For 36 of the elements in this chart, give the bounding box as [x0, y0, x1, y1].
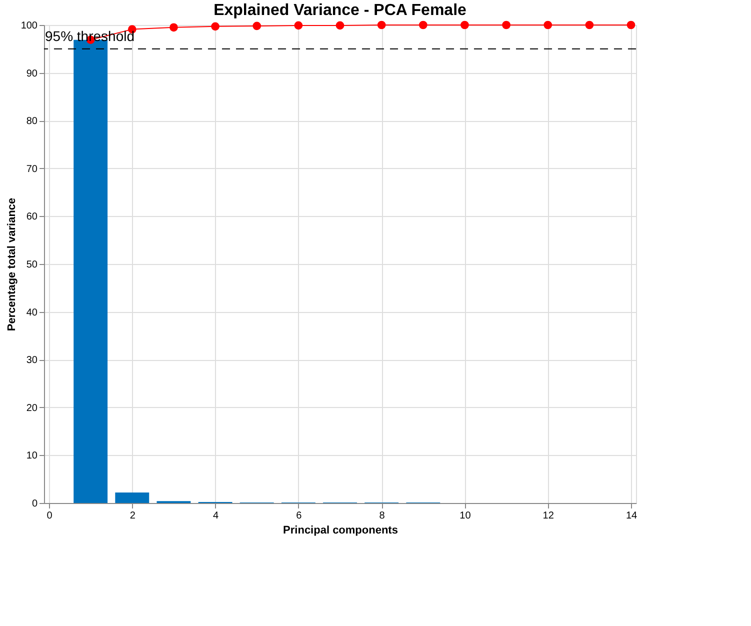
y-tick-label: 0 [32, 498, 38, 510]
bar [115, 492, 150, 503]
y-tick-label: 100 [20, 20, 38, 32]
x-tick-label: 14 [626, 510, 638, 522]
x-axis-title: Principal components [283, 524, 398, 536]
x-tick-label: 0 [46, 510, 53, 522]
point [460, 20, 469, 30]
bar [74, 40, 108, 503]
y-tick-label: 20 [26, 402, 38, 414]
y-tick-label: 50 [26, 260, 38, 270]
point [502, 20, 510, 30]
point [170, 23, 178, 32]
y-tick-label: 10 [26, 450, 38, 462]
point [377, 20, 386, 30]
y-tick-label: 80 [26, 116, 38, 128]
point [626, 20, 636, 30]
point [418, 20, 428, 30]
y-tick-label: 60 [26, 212, 38, 223]
point [585, 20, 594, 30]
point [336, 21, 344, 30]
y-tick-label: 70 [26, 164, 38, 175]
x-tick-label: 6 [296, 510, 302, 522]
y-tick-label: 40 [26, 307, 38, 318]
point [544, 20, 552, 30]
x-tick-label: 8 [379, 510, 386, 522]
y-tick-label: 30 [26, 355, 38, 366]
chart-title: Explained Variance - PCA Female [214, 2, 467, 19]
y-axis-title: Percentage total variance [6, 198, 18, 332]
point [211, 22, 220, 31]
x-tick-label: 12 [542, 510, 554, 522]
x-tick-label: 2 [130, 510, 136, 522]
point [294, 21, 303, 30]
x-tick-label: 4 [213, 510, 220, 522]
x-tick-label: 10 [460, 510, 472, 522]
point [252, 22, 262, 30]
y-tick-label: 90 [26, 68, 38, 80]
